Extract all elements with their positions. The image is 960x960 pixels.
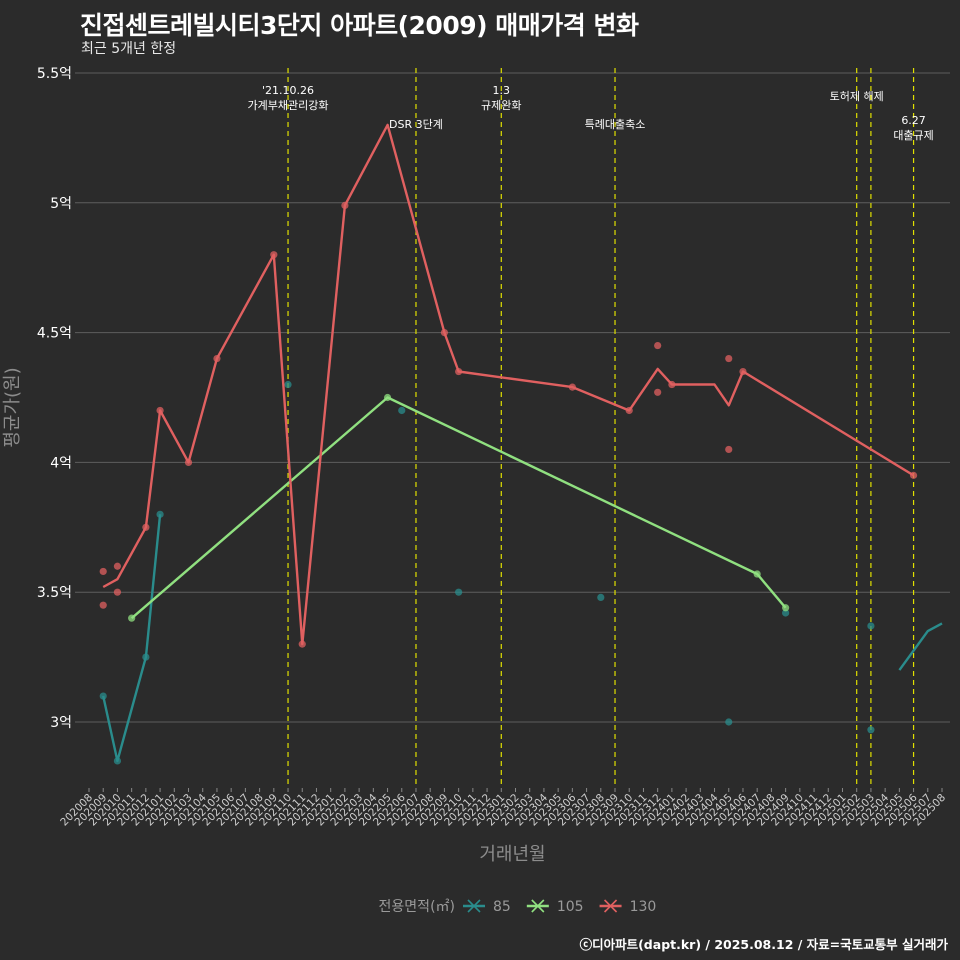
series-85-point — [725, 718, 733, 726]
series-85-point — [398, 406, 406, 415]
series-85-point — [867, 726, 875, 734]
series-105-point — [128, 614, 136, 622]
series-85-point — [142, 653, 150, 661]
policy-annotation-label: 특례대출축소 — [585, 118, 646, 131]
series-130-point — [99, 601, 107, 609]
series-130-point — [725, 445, 733, 454]
series-85-point — [782, 609, 790, 617]
chart-subtitle: 최근 5개년 한정 — [81, 41, 177, 57]
series-130-point — [113, 562, 122, 570]
chart-title: 진접센트레빌시티3단지 아파트(2009) 매매가격 변화 — [80, 11, 639, 40]
series-85-point — [99, 692, 107, 700]
y-tick-label: 3.5억 — [37, 585, 72, 601]
series-130-point — [142, 523, 150, 531]
legend-key-mark — [603, 899, 618, 913]
source-caption: ⓒ디아파트(dapt.kr) / 2025.08.12 / 자료=국토교통부 실… — [579, 937, 948, 952]
legend-label: 130 — [630, 899, 657, 915]
series-130-point — [341, 201, 349, 209]
series-85-point — [156, 510, 164, 518]
legend-label: 105 — [557, 899, 584, 915]
y-tick-label: 4.5억 — [37, 326, 72, 342]
x-axis-title: 거래년월 — [479, 844, 545, 865]
series-130-point — [654, 341, 662, 350]
series-105-line — [130, 396, 787, 620]
policy-annotation-label: 1.3 — [493, 84, 511, 97]
series-130-point — [568, 383, 576, 391]
series-85-point — [597, 593, 605, 601]
series-130-point — [184, 458, 193, 466]
series-130-point — [270, 251, 278, 259]
series-105-point — [753, 570, 761, 578]
legend-key-mark — [531, 899, 545, 913]
series-130-point — [739, 367, 747, 376]
legend-key-mark — [467, 899, 481, 913]
series-85-point — [867, 622, 875, 630]
series-105-point — [383, 393, 392, 402]
y-tick-label: 4억 — [50, 455, 72, 471]
series-85-line — [102, 514, 162, 763]
policy-annotation-label: 가계부채관리강화 — [248, 99, 329, 112]
y-axis-title: 평균가(원) — [2, 367, 23, 447]
series-85-point — [284, 380, 292, 389]
series-130-point — [213, 354, 221, 363]
series-85-line-2 — [898, 622, 943, 671]
policy-annotation-label: DSR 3단계 — [389, 118, 443, 131]
series-130-point — [99, 567, 107, 576]
series-130-point — [909, 471, 918, 479]
series-130-point — [668, 380, 676, 389]
y-tick-label: 5억 — [50, 196, 72, 212]
series-130-point — [654, 388, 662, 396]
series-130-point — [440, 329, 449, 337]
series-105-point — [782, 604, 790, 612]
y-tick-label: 3억 — [50, 715, 72, 731]
series-130-point — [156, 406, 164, 415]
series-130-point — [725, 354, 733, 363]
series-130-point — [298, 640, 306, 648]
legend-label: 85 — [493, 899, 511, 915]
series-130-line — [102, 123, 915, 646]
series-130-point — [625, 406, 633, 415]
series-130-point — [455, 367, 463, 376]
policy-annotation-label: '21.10.26 — [262, 84, 314, 97]
policy-annotation-label: 규제완화 — [481, 99, 521, 112]
series-85-point — [113, 757, 122, 765]
series-130-point — [113, 588, 122, 596]
series-85-point — [455, 588, 463, 596]
policy-annotation-label: 대출규제 — [893, 129, 933, 142]
policy-annotation-label: 6.27 — [901, 114, 926, 127]
policy-annotation-label: 토허제 해제 — [830, 89, 884, 103]
legend-title: 전용면적(㎡) — [379, 899, 455, 915]
y-tick-label: 5.5억 — [37, 66, 72, 82]
